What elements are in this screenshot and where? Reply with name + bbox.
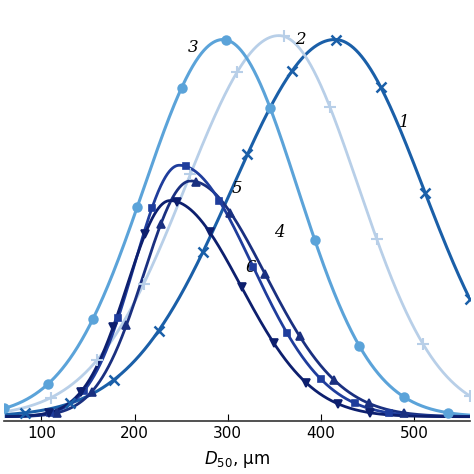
Text: 3: 3	[188, 39, 199, 56]
Text: 5: 5	[232, 180, 242, 197]
Text: 1: 1	[399, 114, 410, 130]
Text: 2: 2	[295, 31, 306, 48]
X-axis label: $D_{50}$, μm: $D_{50}$, μm	[204, 449, 270, 470]
Text: 6: 6	[246, 259, 256, 276]
Text: 4: 4	[273, 224, 284, 240]
